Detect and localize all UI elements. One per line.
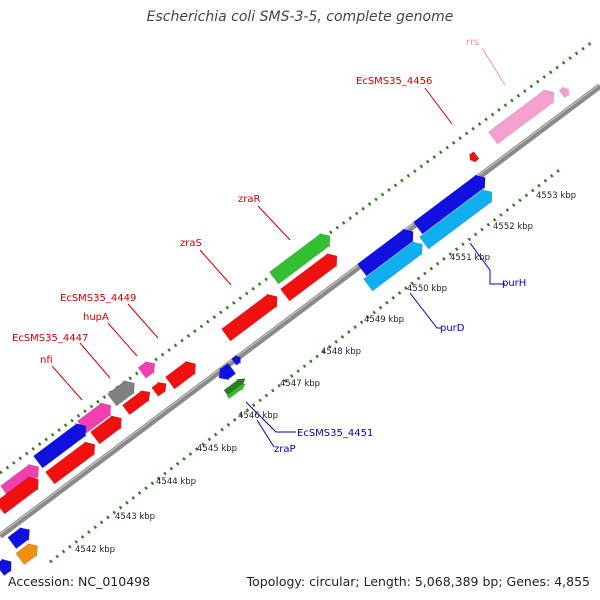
gene-label-ecsms35-4449[interactable]: EcSMS35_4449 <box>60 293 136 304</box>
gene-arrow-gray[interactable] <box>107 380 135 407</box>
gene-arrow-purH[interactable] <box>419 188 493 250</box>
gene-arrow-red-low[interactable] <box>45 441 96 485</box>
gene-arrow-blue-lower[interactable] <box>357 228 414 277</box>
scale-label: 4551 kbp <box>450 253 490 263</box>
gene-arrow-nfi[interactable] <box>121 390 151 416</box>
gene-arrow-blue-upper[interactable] <box>413 174 486 235</box>
gene-label-hupA[interactable]: hupA <box>83 312 109 323</box>
scale-label: 4545 kbp <box>197 444 237 454</box>
gene-label-purH[interactable]: purH <box>502 278 526 289</box>
gene-label-ecsms35-4456[interactable]: EcSMS35_4456 <box>356 76 432 87</box>
leader-zraR <box>257 205 291 241</box>
genome-summary-text: Topology: circular; Length: 5,068,389 bp… <box>246 574 590 589</box>
gene-label-purD[interactable]: purD <box>440 323 465 334</box>
leader-hupA <box>107 322 138 357</box>
scale-label: 4544 kbp <box>156 477 196 487</box>
gene-arrow-blue-edge[interactable] <box>0 558 12 577</box>
scale-label: 4548 kbp <box>321 347 361 357</box>
gene-arrow-purD[interactable] <box>363 241 423 292</box>
leader-zraS <box>199 249 232 286</box>
label-leaders <box>51 47 506 448</box>
backbone-line <box>0 83 600 539</box>
gene-arrow-ecsms35-4447[interactable] <box>137 361 156 379</box>
leader-nfi <box>51 365 83 401</box>
map-title: Escherichia coli SMS-3-5, complete genom… <box>146 9 454 25</box>
scale-label: 4543 kbp <box>115 512 155 522</box>
gene-arrow-rrs-small[interactable] <box>558 86 570 99</box>
accession-text: Accession: NC_010498 <box>8 574 151 589</box>
gene-arrow-ecsms35-4451-tip[interactable] <box>231 354 241 366</box>
gene-arrow-red-left[interactable] <box>0 476 39 515</box>
inner-ring-dots <box>49 166 563 564</box>
scale-label: 4550 kbp <box>407 284 447 294</box>
leader-rrs <box>481 47 506 86</box>
leader-ecsms35-4449 <box>127 303 159 339</box>
gene-label-rrs[interactable]: rrs <box>466 37 479 48</box>
scale-label: 4542 kbp <box>75 545 115 555</box>
gene-arrow-zraS-b[interactable] <box>221 293 278 342</box>
scale-label: 4553 kbp <box>536 191 576 201</box>
leader-purH <box>469 242 505 285</box>
gene-label-ecsms35-4451[interactable]: EcSMS35_4451 <box>297 428 373 439</box>
gene-arrow-blue-mid[interactable] <box>33 422 87 469</box>
gene-arrow-zraP-green[interactable] <box>226 383 247 400</box>
scale-label: 4546 kbp <box>238 411 278 421</box>
feature-track <box>0 86 570 577</box>
gene-arrow-hupA[interactable] <box>151 381 167 397</box>
gene-arrow-magenta-mid[interactable] <box>77 402 112 434</box>
gene-arrow-zraS-a[interactable] <box>280 252 338 302</box>
backbone-highlight <box>0 83 600 535</box>
gene-arrow-ecsms35-4451[interactable] <box>218 362 237 381</box>
gene-label-zraR[interactable]: zraR <box>238 194 260 205</box>
leader-ecsms35-4451 <box>245 401 296 433</box>
gene-arrow-red-mid[interactable] <box>90 415 122 445</box>
scale-label: 4547 kbp <box>280 379 320 389</box>
gene-label-nfi[interactable]: nfi <box>40 355 53 366</box>
gene-arrow-ecsms35-4449[interactable] <box>165 360 196 390</box>
leader-zraP <box>256 419 275 448</box>
gene-label-zraP[interactable]: zraP <box>274 444 296 455</box>
gene-label-zraS[interactable]: zraS <box>180 238 202 249</box>
scale-label: 4549 kbp <box>364 315 404 325</box>
leader-ecsms35-4456 <box>424 87 453 125</box>
gene-arrow-zraR[interactable] <box>269 232 331 285</box>
gene-arrow-blue-corner[interactable] <box>7 527 30 550</box>
leader-ecsms35-4447 <box>79 342 111 379</box>
scale-label: 4552 kbp <box>493 222 533 232</box>
gene-arrow-orange-corner[interactable] <box>15 543 38 566</box>
gene-arrow-rrs[interactable] <box>488 89 555 145</box>
leader-purD <box>409 292 441 329</box>
gene-label-ecsms35-4447[interactable]: EcSMS35_4447 <box>12 333 88 344</box>
gene-arrow-ecsms35-4456[interactable] <box>469 151 480 163</box>
